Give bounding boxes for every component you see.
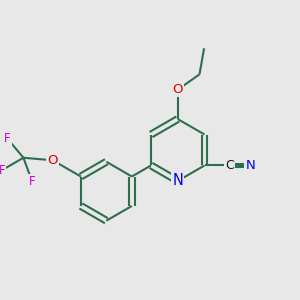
Text: O: O — [172, 83, 183, 96]
Text: F: F — [4, 132, 11, 145]
Text: C: C — [225, 159, 234, 172]
Text: N: N — [172, 173, 183, 188]
Text: F: F — [0, 164, 5, 177]
Text: N: N — [245, 159, 255, 172]
Text: O: O — [47, 154, 58, 167]
Text: F: F — [29, 175, 35, 188]
